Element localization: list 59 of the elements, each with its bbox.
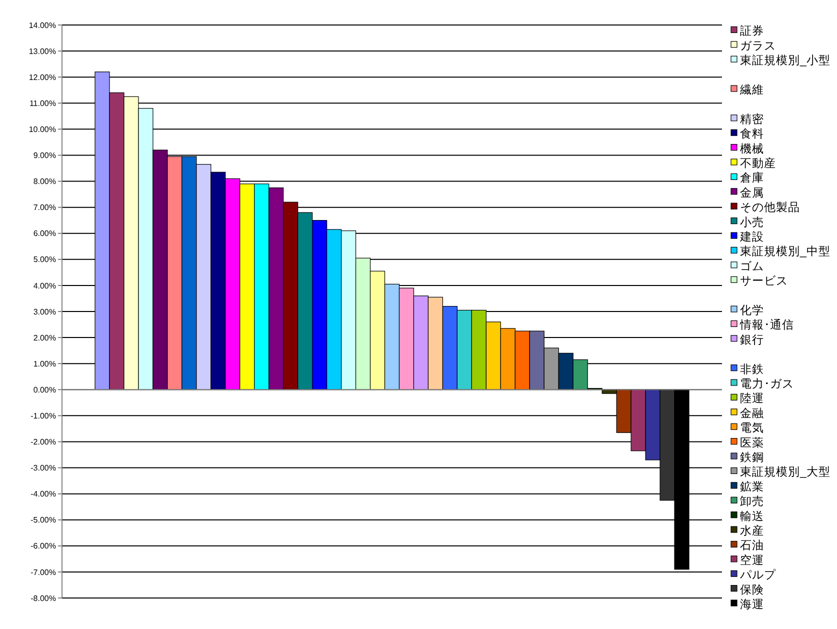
y-tick-label: -4.00% [30,490,56,499]
legend-label: 電力･ガス [740,378,794,391]
legend-label: 空運 [740,552,764,567]
legend-label: 東証規模別_大型 [740,466,830,479]
legend-label: パルプ [739,568,777,582]
y-tick-label: -5.00% [30,516,56,525]
y-tick-label: 3.00% [33,307,56,316]
legend-label: 卸売 [740,495,764,508]
y-tick-label: 6.00% [33,229,56,238]
y-tick-label: 14.00% [28,20,56,30]
legend-label: 金属 [740,186,764,200]
legend-label: 鉱業 [740,480,764,494]
y-tick-label: 10.00% [28,124,56,134]
legend-label: 建設 [739,230,764,244]
y-tick-label: -1.00% [30,411,56,420]
legend-label: 海運 [740,598,764,612]
legend-label: 銀行 [740,333,764,346]
y-tick-label: -7.00% [30,568,56,577]
legend-label: 水産 [740,524,764,538]
legend-label: 東証規模別_中型 [740,245,830,258]
y-tick-label: -6.00% [30,542,56,551]
y-tick-label: 12.00% [28,72,56,82]
legend-label: 機械 [740,142,764,156]
y-tick-label: 2.00% [33,333,56,342]
y-tick-label: 1.00% [33,359,56,368]
legend-label: 倉庫 [740,170,764,185]
legend-label: 保険 [740,583,764,596]
y-tick-label: 5.00% [33,255,56,264]
legend-label: 食料 [740,128,764,141]
legend-label: 鉄鋼 [740,451,764,464]
legend-label: 医薬 [740,436,764,450]
legend-label: 非鉄 [740,362,764,376]
legend-label: 不動産 [740,156,776,170]
y-tick-label: 9.00% [33,151,56,160]
legend-label: サービス [740,274,788,288]
legend-label: 東証規模別_小型 [740,54,830,68]
legend-label: ゴム [740,260,764,273]
legend-label: 化学 [740,304,764,318]
y-tick-label: 11.00% [29,98,56,108]
y-tick-label: -8.00% [30,594,56,603]
y-tick-label: 8.00% [33,177,56,186]
y-tick-label: 4.00% [33,281,56,290]
legend-label: その他製品 [740,201,800,214]
y-tick-label: -2.00% [30,438,56,447]
legend-label: 繊維 [739,84,764,97]
y-tick-label: 13.00% [28,46,56,56]
legend-label: ガラス [740,39,776,52]
y-tick-label: 0.00% [33,385,56,394]
legend-label: 電気 [740,422,764,435]
legend-label: 陸運 [740,392,764,406]
legend-label: 精密 [740,112,764,126]
y-tick-label: 7.00% [33,203,56,212]
legend-label: 石油 [740,539,764,552]
legend-label: 金融 [740,406,764,420]
legend-label: 小売 [740,216,764,229]
legend-label: 証券 [740,24,764,38]
y-tick-label: -3.00% [30,464,56,473]
legend-label: 情報･通信 [739,318,794,332]
legend-label: 輸送 [740,510,764,523]
